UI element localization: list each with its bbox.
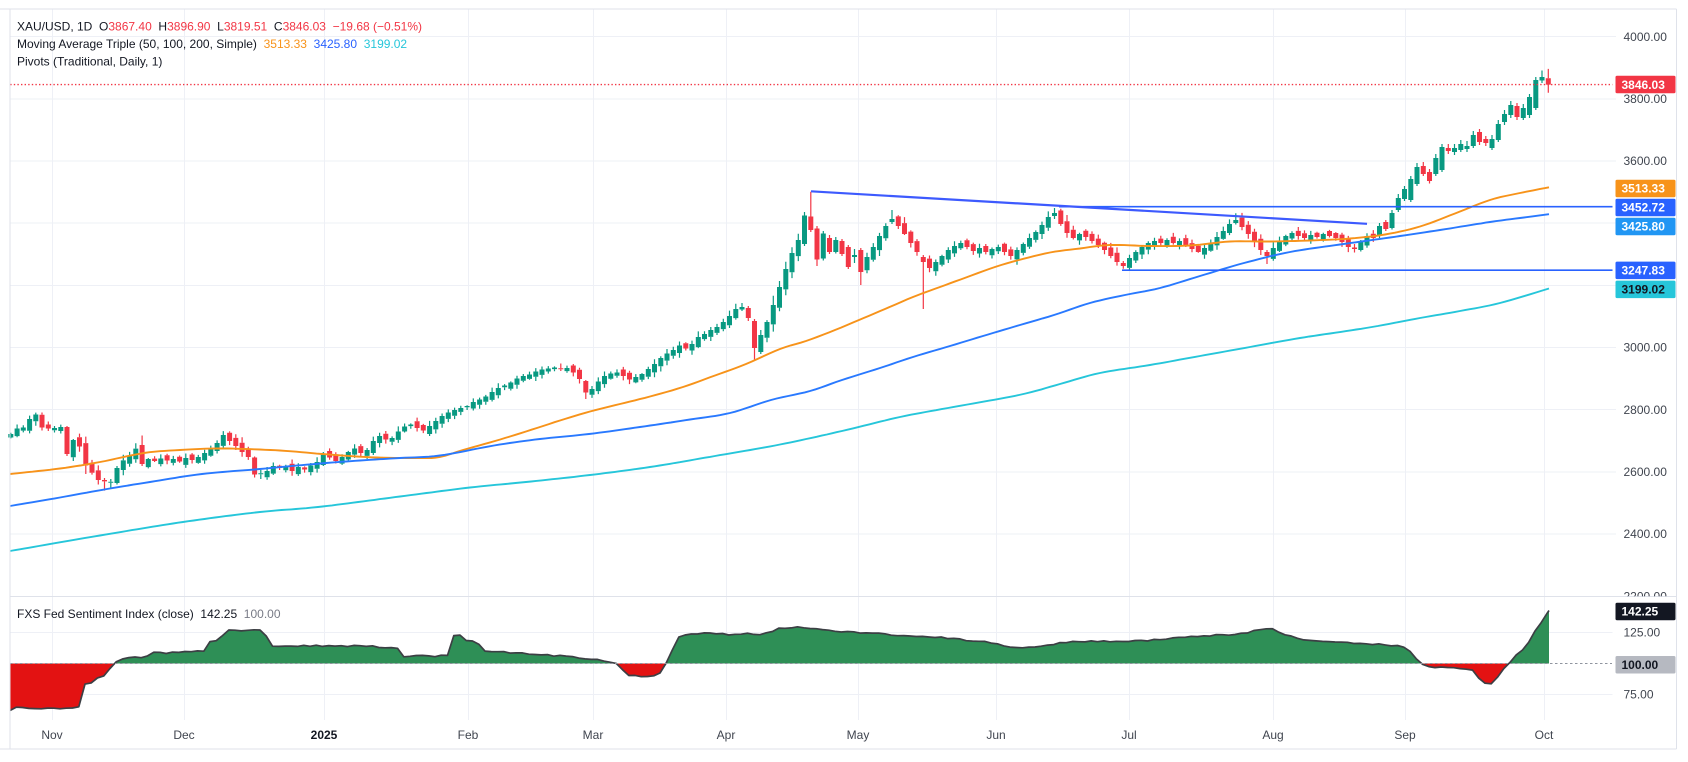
svg-text:May: May	[847, 728, 870, 742]
svg-text:3800.00: 3800.00	[1624, 92, 1668, 106]
svg-text:75.00: 75.00	[1624, 688, 1654, 702]
svg-text:FXS Fed Sentiment Index (close: FXS Fed Sentiment Index (close) 142.25 1…	[17, 607, 281, 621]
svg-text:3425.80: 3425.80	[1622, 220, 1666, 234]
svg-text:142.25: 142.25	[1622, 605, 1659, 619]
svg-text:Moving Average Triple (50, 100: Moving Average Triple (50, 100, 200, Sim…	[17, 37, 407, 51]
svg-text:3452.72: 3452.72	[1622, 201, 1666, 215]
svg-text:2600.00: 2600.00	[1624, 465, 1668, 479]
svg-text:Feb: Feb	[458, 728, 479, 742]
svg-text:2025: 2025	[311, 728, 338, 742]
svg-text:3199.02: 3199.02	[1622, 283, 1666, 297]
svg-text:Jul: Jul	[1121, 728, 1136, 742]
svg-text:125.00: 125.00	[1624, 626, 1661, 640]
svg-text:3846.03: 3846.03	[1622, 78, 1666, 92]
svg-text:2800.00: 2800.00	[1624, 403, 1668, 417]
svg-text:3000.00: 3000.00	[1624, 341, 1668, 355]
svg-text:3247.83: 3247.83	[1622, 264, 1666, 278]
svg-text:Sep: Sep	[1394, 728, 1416, 742]
svg-text:3513.33: 3513.33	[1622, 182, 1666, 196]
svg-text:XAU/USD, 1D O3867.40 H3896.9: XAU/USD, 1D O3867.40 H3896.90 L3819.51 C…	[17, 20, 422, 34]
svg-text:3600.00: 3600.00	[1624, 154, 1668, 168]
svg-text:Oct: Oct	[1535, 728, 1554, 742]
svg-text:Jun: Jun	[986, 728, 1005, 742]
svg-text:2200.00: 2200.00	[1624, 589, 1668, 603]
svg-text:100.00: 100.00	[1622, 658, 1659, 672]
svg-text:4000.00: 4000.00	[1624, 30, 1668, 44]
svg-text:Aug: Aug	[1262, 728, 1283, 742]
svg-text:2400.00: 2400.00	[1624, 527, 1668, 541]
svg-text:Apr: Apr	[717, 728, 736, 742]
svg-text:Pivots (Traditional, Daily, 1): Pivots (Traditional, Daily, 1)	[17, 54, 162, 68]
svg-text:Dec: Dec	[173, 728, 194, 742]
svg-text:Nov: Nov	[41, 728, 62, 742]
svg-text:Mar: Mar	[583, 728, 604, 742]
